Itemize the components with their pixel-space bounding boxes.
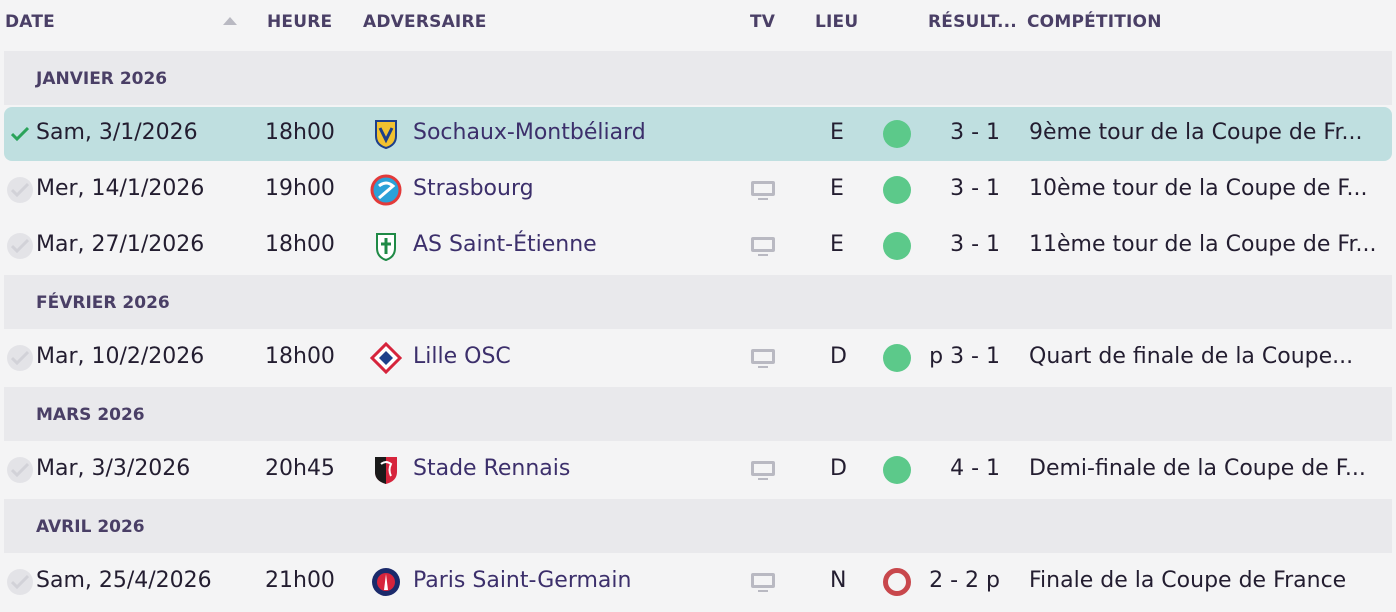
check-icon <box>7 121 33 147</box>
opponent-link[interactable]: Sochaux-Montbéliard <box>413 120 646 145</box>
match-competition[interactable]: Demi-finale de la Coupe de F... <box>1029 456 1366 481</box>
draw-indicator-icon <box>883 568 911 596</box>
opponent-link[interactable]: Lille OSC <box>413 344 511 369</box>
match-date: Mar, 10/2/2026 <box>36 344 205 369</box>
opponent-link[interactable]: Stade Rennais <box>413 456 571 481</box>
sochaux-crest-icon <box>375 120 397 150</box>
opponent-link[interactable]: Paris Saint-Germain <box>413 568 632 593</box>
strasbourg-crest-icon <box>370 174 402 206</box>
table-row[interactable]: Mar, 10/2/2026 18h00 Lille OSC D p 3 - 1… <box>4 331 1392 385</box>
match-venue: E <box>830 232 844 257</box>
tv-icon <box>751 237 775 256</box>
win-indicator-icon <box>883 232 911 260</box>
tv-icon <box>751 349 775 368</box>
month-header: AVRIL 2026 <box>4 499 1392 553</box>
month-label: MARS 2026 <box>36 405 145 425</box>
table-row[interactable]: Mar, 27/1/2026 18h00 AS Saint-Étienne E … <box>4 219 1392 273</box>
win-indicator-icon <box>883 120 911 148</box>
match-date: Sam, 25/4/2026 <box>36 568 212 593</box>
saint-etienne-crest-icon <box>376 233 396 262</box>
column-opponent[interactable]: ADVERSAIRE <box>363 12 487 32</box>
table-row[interactable]: Mar, 3/3/2026 20h45 Stade Rennais D 4 - … <box>4 443 1392 497</box>
month-label: AVRIL 2026 <box>36 517 145 537</box>
match-venue: D <box>830 456 847 481</box>
match-date: Mer, 14/1/2026 <box>36 176 205 201</box>
check-icon <box>7 177 33 203</box>
month-header: JANVIER 2026 <box>4 51 1392 105</box>
win-indicator-icon <box>883 456 911 484</box>
match-venue: E <box>830 176 844 201</box>
match-venue: N <box>830 568 847 593</box>
match-venue: E <box>830 120 844 145</box>
match-competition[interactable]: 9ème tour de la Coupe de Fr... <box>1029 120 1363 145</box>
match-date: Mar, 3/3/2026 <box>36 456 191 481</box>
sort-ascending-icon[interactable] <box>223 17 237 25</box>
match-competition[interactable]: Quart de finale de la Coupe... <box>1029 344 1354 369</box>
table-header: DATE HEURE ADVERSAIRE TV LIEU RÉSULT... … <box>0 0 1396 46</box>
column-date[interactable]: DATE <box>5 12 55 32</box>
check-icon <box>7 233 33 259</box>
psg-crest-icon <box>372 568 400 596</box>
match-result[interactable]: p 3 - 1 <box>929 344 1000 369</box>
check-icon <box>7 569 33 595</box>
match-time: 18h00 <box>265 120 335 145</box>
column-tv[interactable]: TV <box>750 12 776 32</box>
column-venue[interactable]: LIEU <box>815 12 859 32</box>
month-label: JANVIER 2026 <box>36 69 168 89</box>
opponent-link[interactable]: Strasbourg <box>413 176 534 201</box>
check-icon <box>7 345 33 371</box>
column-time[interactable]: HEURE <box>267 12 333 32</box>
match-result[interactable]: 3 - 1 <box>950 176 1000 201</box>
win-indicator-icon <box>883 176 911 204</box>
column-result[interactable]: RÉSULT... <box>928 12 1017 32</box>
match-competition[interactable]: Finale de la Coupe de France <box>1029 568 1347 593</box>
match-result[interactable]: 3 - 1 <box>950 232 1000 257</box>
match-result[interactable]: 2 - 2 p <box>929 568 1000 593</box>
month-header: FÉVRIER 2026 <box>4 275 1392 329</box>
opponent-link[interactable]: AS Saint-Étienne <box>413 232 597 257</box>
match-time: 19h00 <box>265 176 335 201</box>
tv-icon <box>751 573 775 592</box>
match-competition[interactable]: 11ème tour de la Coupe de Fr... <box>1029 232 1377 257</box>
check-icon <box>7 457 33 483</box>
match-time: 20h45 <box>265 456 335 481</box>
match-date: Mar, 27/1/2026 <box>36 232 205 257</box>
match-venue: D <box>830 344 847 369</box>
match-result[interactable]: 3 - 1 <box>950 120 1000 145</box>
column-competition[interactable]: COMPÉTITION <box>1027 12 1162 32</box>
match-result[interactable]: 4 - 1 <box>950 456 1000 481</box>
match-date: Sam, 3/1/2026 <box>36 120 198 145</box>
lille-crest-icon <box>370 342 402 374</box>
table-row[interactable]: Sam, 3/1/2026 18h00 Sochaux-Montbéliard … <box>4 107 1392 161</box>
match-time: 18h00 <box>265 344 335 369</box>
rennes-crest-icon <box>375 457 397 484</box>
match-time: 18h00 <box>265 232 335 257</box>
tv-icon <box>751 461 775 480</box>
tv-icon <box>751 181 775 200</box>
match-competition[interactable]: 10ème tour de la Coupe de F... <box>1029 176 1368 201</box>
month-header: MARS 2026 <box>4 387 1392 441</box>
table-row[interactable]: Mer, 14/1/2026 19h00 Strasbourg E 3 - 1 … <box>4 163 1392 217</box>
match-time: 21h00 <box>265 568 335 593</box>
month-label: FÉVRIER 2026 <box>36 293 170 313</box>
win-indicator-icon <box>883 344 911 372</box>
table-row[interactable]: Sam, 25/4/2026 21h00 Paris Saint-Germain… <box>4 555 1392 609</box>
